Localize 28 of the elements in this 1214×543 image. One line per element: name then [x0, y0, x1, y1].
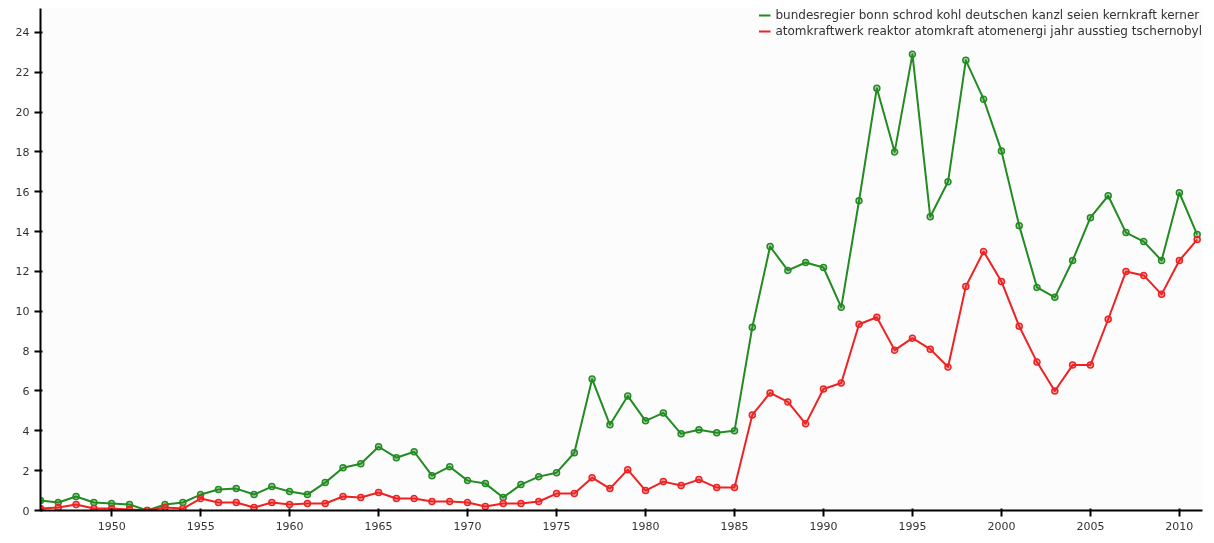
x-tick-label: 2005 [1076, 519, 1105, 533]
legend-label: bundesregier bonn schrod kohl deutschen kanzl seien kernkraft kerner [775, 8, 1200, 22]
x-tick-label: 1950 [97, 519, 126, 533]
y-tick-label: 14 [15, 225, 30, 239]
x-tick-label: 2000 [987, 519, 1016, 533]
x-tick-label: 1990 [809, 519, 838, 533]
x-tick-label: 1960 [275, 519, 304, 533]
y-tick-label: 0 [22, 504, 30, 518]
x-tick-label: 1955 [186, 519, 215, 533]
y-tick-label: 2 [22, 464, 30, 478]
y-tick-label: 8 [22, 345, 30, 359]
x-tick-label: 1970 [453, 519, 482, 533]
x-tick-label: 1975 [542, 519, 571, 533]
y-tick-label: 16 [15, 185, 30, 199]
x-tick-label: 2010 [1165, 519, 1194, 533]
x-tick-label: 1965 [364, 519, 393, 533]
y-tick-label: 6 [22, 384, 30, 398]
y-tick-label: 24 [15, 26, 30, 40]
y-tick-label: 22 [15, 66, 30, 80]
y-tick-label: 4 [22, 424, 30, 438]
y-tick-label: 20 [15, 106, 30, 120]
y-tick-label: 10 [15, 305, 30, 319]
legend-label: atomkraftwerk reaktor atomkraft atomenergi jahr ausstieg tschernobyl [775, 24, 1202, 38]
x-tick-label: 1985 [720, 519, 749, 533]
x-tick-label: 1980 [631, 519, 660, 533]
x-tick-label: 1995 [898, 519, 927, 533]
y-tick-label: 12 [15, 265, 30, 279]
y-tick-label: 18 [15, 145, 30, 159]
